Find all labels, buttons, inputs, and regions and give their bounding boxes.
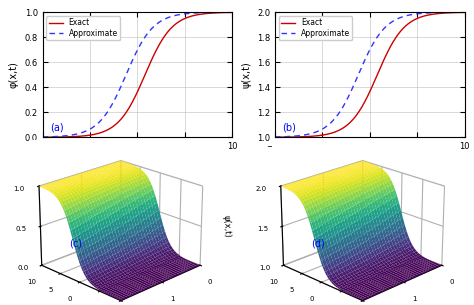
Exact [40,135,46,139]
X-axis label: x: x [134,157,141,167]
Approximate [374,35,380,38]
Exact [153,50,158,54]
Approximate [362,58,368,62]
Y-axis label: ψ(x,t): ψ(x,t) [241,61,251,88]
Approximate [457,10,463,14]
Approximate [131,56,137,59]
Text: (c): (c) [69,239,82,249]
X-axis label: x: x [366,157,373,167]
Approximate [272,135,278,139]
Exact [130,99,136,103]
Line: Approximate: Approximate [275,12,465,137]
Exact [385,50,391,54]
Exact [457,11,463,14]
Legend: Exact, Approximate: Exact, Approximate [46,16,120,40]
Approximate [130,58,136,62]
Exact [362,99,368,103]
Approximate [142,35,148,38]
Approximate [363,56,369,59]
Text: (a): (a) [50,123,64,133]
Exact [225,11,230,14]
Approximate [462,10,467,14]
Approximate [195,11,201,15]
Text: (d): (d) [311,239,325,249]
Exact [428,13,433,16]
Approximate [385,23,391,27]
Exact [363,97,369,101]
Exact [462,11,467,14]
Exact [272,135,278,139]
Line: Exact: Exact [43,13,232,137]
Exact [131,97,137,101]
Approximate [40,135,46,139]
Approximate [225,10,230,14]
Exact [374,72,380,76]
Exact [142,72,148,76]
Exact [229,11,235,14]
Exact [195,13,201,16]
Line: Approximate: Approximate [43,12,232,137]
Text: (b): (b) [283,123,296,133]
Approximate [229,10,235,14]
Y-axis label: φ(x,t): φ(x,t) [9,61,19,88]
Approximate [153,23,158,27]
Legend: Exact, Approximate: Exact, Approximate [279,16,352,40]
Line: Exact: Exact [275,13,465,137]
Approximate [428,11,433,15]
